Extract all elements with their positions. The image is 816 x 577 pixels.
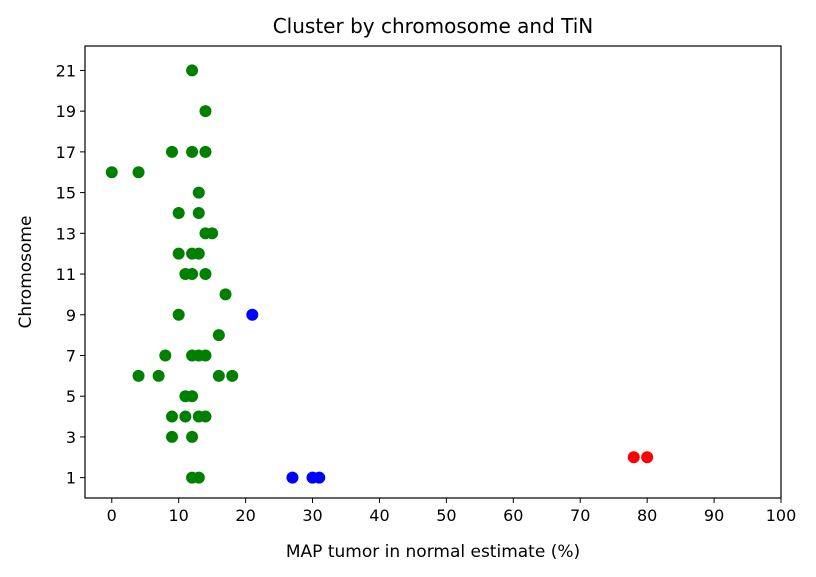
data-point [286, 471, 299, 484]
x-tick-label: 50 [436, 506, 456, 525]
y-axis-label: Chromosome [16, 216, 36, 329]
data-point [192, 206, 205, 219]
data-point [186, 430, 199, 443]
data-point [199, 145, 212, 158]
y-tick-label: 17 [56, 143, 76, 162]
data-point [166, 430, 178, 443]
data-point [105, 166, 118, 179]
data-point [179, 410, 192, 423]
x-tick-label: 60 [503, 506, 523, 525]
data-point [627, 451, 640, 464]
x-tick-label: 10 [169, 506, 189, 525]
data-points [105, 64, 654, 484]
y-tick-label: 13 [56, 224, 76, 243]
chart-title: Cluster by chromosome and TiN [273, 14, 594, 38]
plot-area-frame [84, 45, 782, 499]
x-tick-label: 30 [302, 506, 322, 525]
data-point [226, 369, 239, 382]
data-point [219, 288, 232, 301]
x-tick-label: 90 [704, 506, 724, 525]
data-point [192, 247, 205, 260]
data-point [199, 349, 212, 362]
data-point [159, 349, 172, 362]
data-point [246, 308, 259, 321]
data-point [186, 268, 199, 281]
data-point [313, 471, 326, 484]
data-point [186, 64, 199, 77]
data-point [199, 410, 212, 423]
data-point [212, 329, 225, 342]
x-tick-label: 80 [637, 506, 657, 525]
data-point [212, 369, 225, 382]
y-tick-label: 21 [56, 61, 76, 80]
data-point [132, 369, 145, 382]
data-point [166, 410, 178, 423]
data-point [186, 390, 199, 403]
y-tick-label: 19 [56, 102, 76, 121]
y-tick-label: 15 [56, 184, 76, 203]
data-point [186, 145, 199, 158]
data-point [132, 166, 145, 179]
x-tick-label: 100 [766, 506, 797, 525]
y-tick-label: 1 [66, 469, 76, 488]
y-tick-label: 3 [66, 428, 76, 447]
data-point [206, 227, 219, 240]
data-point [166, 145, 178, 158]
y-tick-label: 11 [56, 265, 76, 284]
y-tick-label: 7 [66, 346, 76, 365]
x-tick-label: 40 [369, 506, 389, 525]
data-point [172, 206, 185, 219]
x-axis: 0 10 20 30 40 50 60 70 80 90 100 [107, 498, 797, 525]
data-point [641, 451, 654, 464]
x-tick-label: 0 [107, 506, 117, 525]
y-tick-label: 9 [66, 306, 76, 325]
data-point [172, 308, 185, 321]
data-point [199, 105, 212, 118]
y-tick-label: 5 [66, 387, 76, 406]
data-point [199, 268, 212, 281]
x-tick-label: 20 [235, 506, 255, 525]
x-tick-label: 70 [570, 506, 590, 525]
data-point [172, 247, 185, 260]
x-axis-label: MAP tumor in normal estimate (%) [286, 542, 580, 562]
data-point [192, 471, 205, 484]
data-point [192, 186, 205, 199]
data-point [152, 369, 165, 382]
